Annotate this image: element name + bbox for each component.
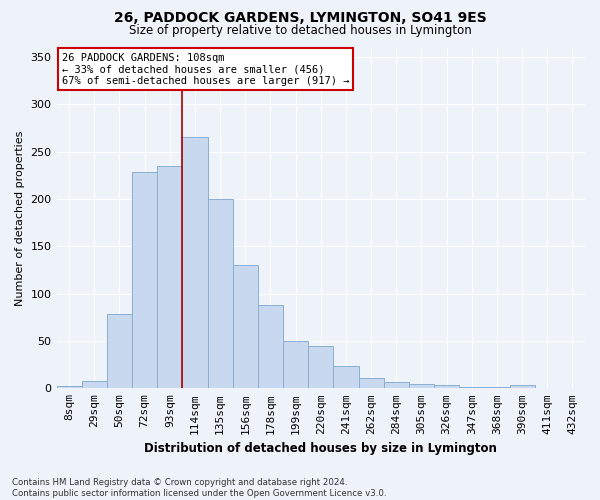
Bar	[409, 384, 434, 388]
Bar	[182, 138, 208, 388]
Text: Size of property relative to detached houses in Lymington: Size of property relative to detached ho…	[128, 24, 472, 37]
Bar	[334, 366, 359, 388]
Text: 26, PADDOCK GARDENS, LYMINGTON, SO41 9ES: 26, PADDOCK GARDENS, LYMINGTON, SO41 9ES	[113, 11, 487, 25]
Bar	[359, 378, 383, 388]
Y-axis label: Number of detached properties: Number of detached properties	[15, 130, 25, 306]
Bar	[132, 172, 157, 388]
Bar	[233, 265, 258, 388]
Bar	[107, 314, 132, 388]
Bar	[208, 199, 233, 388]
Bar	[258, 305, 283, 388]
X-axis label: Distribution of detached houses by size in Lymington: Distribution of detached houses by size …	[145, 442, 497, 455]
Bar	[434, 384, 459, 388]
Bar	[509, 386, 535, 388]
Text: 26 PADDOCK GARDENS: 108sqm
← 33% of detached houses are smaller (456)
67% of sem: 26 PADDOCK GARDENS: 108sqm ← 33% of deta…	[62, 52, 349, 86]
Bar	[56, 386, 82, 388]
Bar	[283, 341, 308, 388]
Bar	[82, 380, 107, 388]
Bar	[308, 346, 334, 389]
Text: Contains HM Land Registry data © Crown copyright and database right 2024.
Contai: Contains HM Land Registry data © Crown c…	[12, 478, 386, 498]
Bar	[383, 382, 409, 388]
Bar	[157, 166, 182, 388]
